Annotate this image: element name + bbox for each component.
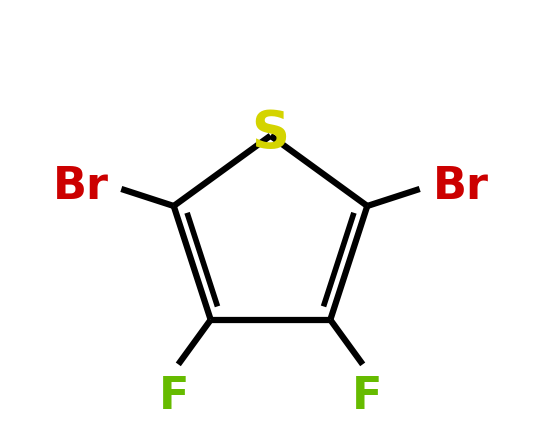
Text: Br: Br [432,165,489,208]
Text: S: S [252,108,289,159]
Text: F: F [159,375,189,418]
Text: Br: Br [52,165,109,208]
Text: F: F [352,375,382,418]
